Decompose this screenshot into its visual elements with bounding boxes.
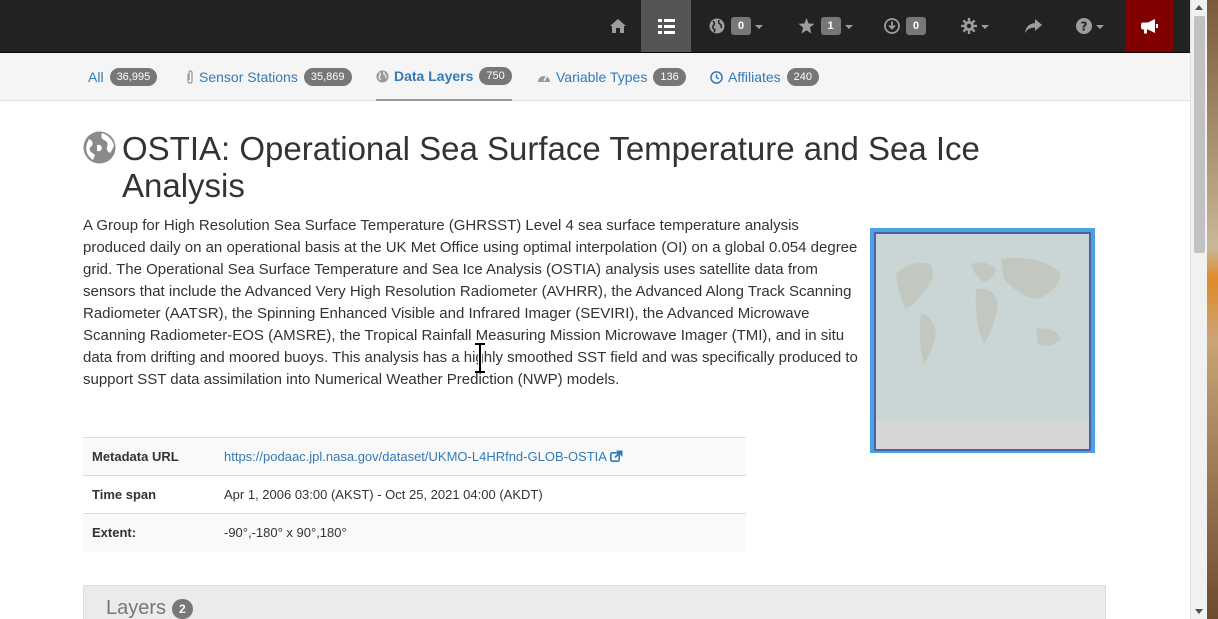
- globe-icon: [83, 131, 116, 164]
- scrollbar-thumb[interactable]: [1194, 16, 1205, 253]
- downloads-count-badge: 0: [906, 17, 926, 35]
- chevron-down-icon: [981, 25, 989, 29]
- tab-count-badge: 136: [653, 68, 686, 86]
- question-icon: ?: [1076, 18, 1092, 34]
- layers-title: Layers: [106, 597, 167, 619]
- announcements-button[interactable]: [1125, 0, 1173, 52]
- help-dropdown[interactable]: ?: [1066, 0, 1114, 52]
- category-tabs: All 36,995 Sensor Stations 35,869 Data L…: [0, 53, 1190, 101]
- world-map-image: [874, 232, 1091, 451]
- globe-icon: [376, 69, 389, 83]
- metadata-url-cell: https://podaac.jpl.nasa.gov/dataset/UKMO…: [215, 437, 746, 476]
- timespan-value: Apr 1, 2006 03:00 (AKST) - Oct 25, 2021 …: [215, 475, 746, 514]
- downloads-button[interactable]: 0: [875, 0, 935, 52]
- tab-label: Affiliates: [728, 69, 781, 85]
- share-button[interactable]: [1015, 0, 1051, 52]
- layers-panel: Layers 2: [83, 585, 1106, 619]
- external-link-icon[interactable]: [609, 450, 623, 465]
- download-icon: [884, 18, 900, 34]
- scroll-down-arrow-icon[interactable]: [1195, 609, 1203, 614]
- tab-count-badge: 36,995: [109, 68, 158, 86]
- dataset-thumbnail[interactable]: [870, 228, 1095, 453]
- layers-heading[interactable]: Layers 2: [106, 597, 193, 619]
- list-icon: [657, 18, 675, 34]
- catalog-button[interactable]: [641, 0, 691, 52]
- tab-all[interactable]: All 36,995: [88, 53, 158, 101]
- star-icon: [798, 18, 815, 34]
- extent-value: -90°,-180° x 90°,180°: [215, 513, 746, 552]
- chevron-down-icon: [1096, 25, 1104, 29]
- page-title: OSTIA: Operational Sea Surface Temperatu…: [122, 130, 980, 204]
- tab-label: Data Layers: [394, 68, 474, 84]
- metadata-table: Metadata URL https://podaac.jpl.nasa.gov…: [83, 437, 746, 552]
- metadata-url-label: Metadata URL: [83, 437, 215, 476]
- settings-dropdown[interactable]: [950, 0, 1000, 52]
- tab-count-badge: 240: [786, 68, 820, 86]
- tab-label: All: [88, 69, 104, 85]
- tab-count-badge: 35,869: [303, 68, 352, 86]
- tab-data-layers[interactable]: Data Layers 750: [376, 53, 512, 101]
- favorites-count-badge: 1: [820, 17, 841, 35]
- tab-affiliates[interactable]: Affiliates 240: [710, 53, 820, 101]
- bullhorn-icon: [1140, 18, 1158, 34]
- tab-variable-types[interactable]: Variable Types 136: [537, 53, 686, 101]
- dataset-description: A Group for High Resolution Sea Surface …: [83, 217, 858, 388]
- vertical-scrollbar[interactable]: [1190, 0, 1207, 619]
- background-image-strip: [1207, 0, 1218, 619]
- home-button[interactable]: [595, 0, 640, 52]
- svg-text:?: ?: [1081, 20, 1088, 34]
- table-row: Time span Apr 1, 2006 03:00 (AKST) - Oct…: [83, 475, 746, 514]
- gear-icon: [961, 18, 977, 34]
- maps-count-badge: 0: [731, 17, 751, 35]
- home-icon: [609, 18, 627, 34]
- table-row: Metadata URL https://podaac.jpl.nasa.gov…: [83, 437, 746, 476]
- metadata-url-text: https://podaac.jpl.nasa.gov/dataset/UKMO…: [224, 448, 607, 464]
- top-navbar: 0 1 0 ?: [0, 0, 1190, 53]
- globe-icon: [709, 18, 725, 34]
- extent-label: Extent:: [83, 513, 215, 552]
- tab-label: Variable Types: [556, 69, 648, 85]
- share-icon: [1024, 19, 1042, 33]
- tab-sensor-stations[interactable]: Sensor Stations 35,869: [186, 53, 352, 101]
- chevron-down-icon: [844, 25, 853, 29]
- table-row: Extent: -90°,-180° x 90°,180°: [83, 513, 746, 552]
- tab-label: Sensor Stations: [199, 69, 298, 85]
- gauge-icon: [537, 71, 551, 83]
- paperclip-icon: [186, 70, 194, 84]
- tab-count-badge: 750: [479, 67, 512, 85]
- metadata-url-link[interactable]: https://podaac.jpl.nasa.gov/dataset/UKMO…: [224, 449, 606, 464]
- layers-count-badge: 2: [172, 598, 193, 619]
- favorites-dropdown[interactable]: 1: [785, 0, 865, 52]
- maps-dropdown[interactable]: 0: [696, 0, 776, 52]
- clock-icon: [710, 70, 723, 84]
- timespan-label: Time span: [83, 475, 215, 514]
- chevron-down-icon: [755, 25, 763, 29]
- text-cursor-icon: [474, 342, 486, 374]
- scroll-up-arrow-icon[interactable]: [1195, 5, 1203, 10]
